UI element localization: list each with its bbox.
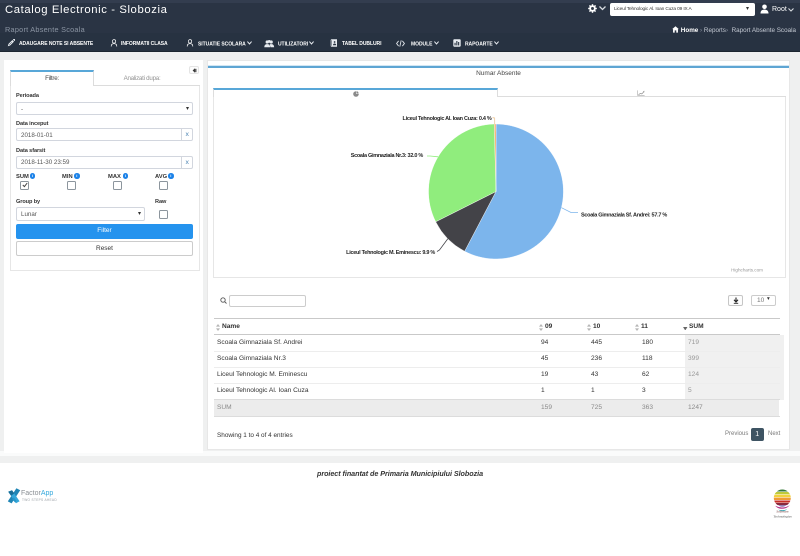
svg-text:Liceul Tehnologic Al. Ioan Cuz: Liceul Tehnologic Al. Ioan Cuza: 0.4 % [403, 116, 492, 122]
svg-text:Scoala Gimnaziala Nr.3: 32.0 %: Scoala Gimnaziala Nr.3: 32.0 % [351, 153, 424, 159]
svg-text:Technologies: Technologies [773, 514, 792, 518]
svg-text:Highcharts.com: Highcharts.com [731, 267, 763, 272]
svg-text:Liceul Tehnologic M. Eminescu:: Liceul Tehnologic M. Eminescu: 9.9 % [346, 250, 435, 256]
svg-text:Software: Software [776, 509, 789, 513]
svg-text:Scoala Gimnaziala Sf. Andrei:: Scoala Gimnaziala Sf. Andrei: 57.7 % [581, 212, 667, 218]
